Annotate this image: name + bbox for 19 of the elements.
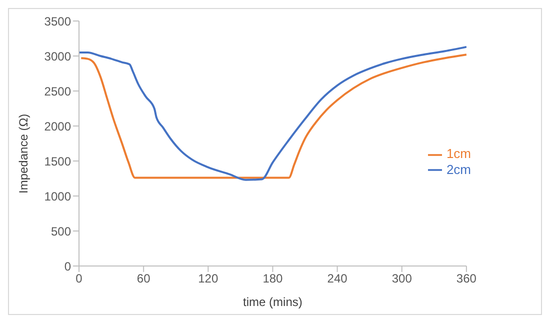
x-tick-label: 0 xyxy=(76,272,83,286)
y-tick-label: 500 xyxy=(50,224,72,238)
y-tick-label: 3000 xyxy=(44,49,72,64)
x-tick-label: 360 xyxy=(456,272,477,286)
y-tick-label: 1000 xyxy=(44,189,72,204)
y-tick-label: 2000 xyxy=(44,119,72,134)
x-tick-label: 60 xyxy=(136,272,151,286)
y-tick-label: 0 xyxy=(64,259,72,274)
x-tick-label: 300 xyxy=(392,272,412,286)
x-tick-label: 180 xyxy=(262,272,284,286)
x-tick-label: 240 xyxy=(327,272,348,286)
x-axis-title: time (mins) xyxy=(243,295,302,309)
y-tick-label: 2500 xyxy=(44,84,72,98)
legend-label: 2cm xyxy=(446,162,471,176)
y-tick-label: 1500 xyxy=(44,154,72,168)
y-tick-label: 3500 xyxy=(44,14,72,28)
y-axis-title: Impedance (Ω) xyxy=(16,114,30,194)
x-tick-label: 120 xyxy=(198,272,218,286)
legend-label: 1cm xyxy=(446,146,471,161)
